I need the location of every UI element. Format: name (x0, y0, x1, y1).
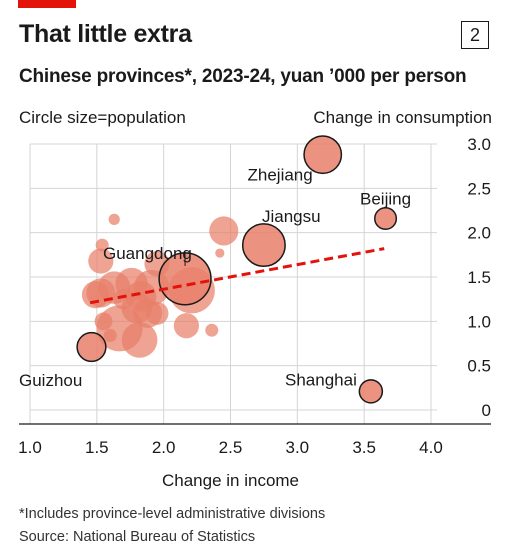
y-tick-label: 3.0 (467, 135, 491, 154)
x-tick-label: 4.0 (419, 438, 443, 457)
bubble-guizhou (76, 331, 107, 363)
chart-number-badge: 2 (461, 21, 489, 49)
size-legend-note: Circle size=population (19, 108, 186, 127)
x-axis-title: Change in income (162, 471, 299, 490)
province-bubble (113, 288, 134, 310)
chart-subtitle: Chinese provinces*, 2023-24, yuan ’000 p… (19, 66, 467, 87)
province-bubble (95, 238, 109, 252)
province-bubble (145, 301, 169, 325)
footnote: *Includes province-level administrative … (19, 506, 326, 522)
x-tick-label: 2.5 (219, 438, 243, 457)
province-bubble (205, 323, 219, 337)
bubble-zhejiang (303, 135, 343, 175)
label-beijing: Beijing (360, 189, 411, 208)
bubble-beijing (374, 206, 398, 231)
y-tick-label: 2.5 (467, 179, 491, 198)
province-bubble (103, 329, 117, 343)
source-note: Source: National Bureau of Statistics (19, 529, 256, 545)
x-tick-label: 3.5 (352, 438, 376, 457)
chart-title: That little extra (19, 20, 192, 48)
x-tick-label: 2.0 (152, 438, 176, 457)
x-tick-label: 1.5 (85, 438, 109, 457)
x-tick-label: 1.0 (18, 438, 42, 457)
axis-layer: 1.0 1.5 2.0 2.5 3.0 3.5 4.0 0 0.5 1.0 1.5 2.0 2.5 3.0… (18, 135, 491, 490)
bubble-layer (76, 135, 398, 404)
label-guangdong: Guangdong (103, 244, 192, 263)
province-bubble (209, 216, 239, 246)
province-bubble (88, 248, 114, 274)
label-zhejiang: Zhejiang (248, 166, 313, 185)
trend-layer (89, 247, 385, 305)
bubble-jiangsu (241, 223, 286, 268)
label-layer: Zhejiang Beijing Jiangsu Guangdong Guizhou Sh… (19, 166, 411, 390)
label-jiangsu: Jiangsu (262, 207, 321, 226)
province-bubble (108, 213, 120, 226)
y-tick-label: 1.5 (467, 268, 491, 287)
province-bubble (215, 248, 225, 258)
trend-line (89, 247, 385, 305)
accent-bar (18, 0, 76, 8)
province-bubble (121, 322, 158, 358)
y-tick-label: 2.0 (467, 224, 491, 243)
province-bubble (81, 281, 110, 309)
y-tick-label: 0.5 (467, 357, 491, 376)
bubble-shanghai (358, 379, 384, 404)
label-shanghai: Shanghai (285, 370, 357, 389)
province-bubble (173, 313, 199, 339)
y-tick-label: 0 (482, 401, 491, 420)
y-axis-title: Change in consumption (313, 108, 492, 127)
x-tick-label: 3.0 (286, 438, 310, 457)
province-bubble (94, 312, 113, 331)
label-guizhou: Guizhou (19, 371, 82, 390)
y-tick-label: 1.0 (467, 312, 491, 331)
